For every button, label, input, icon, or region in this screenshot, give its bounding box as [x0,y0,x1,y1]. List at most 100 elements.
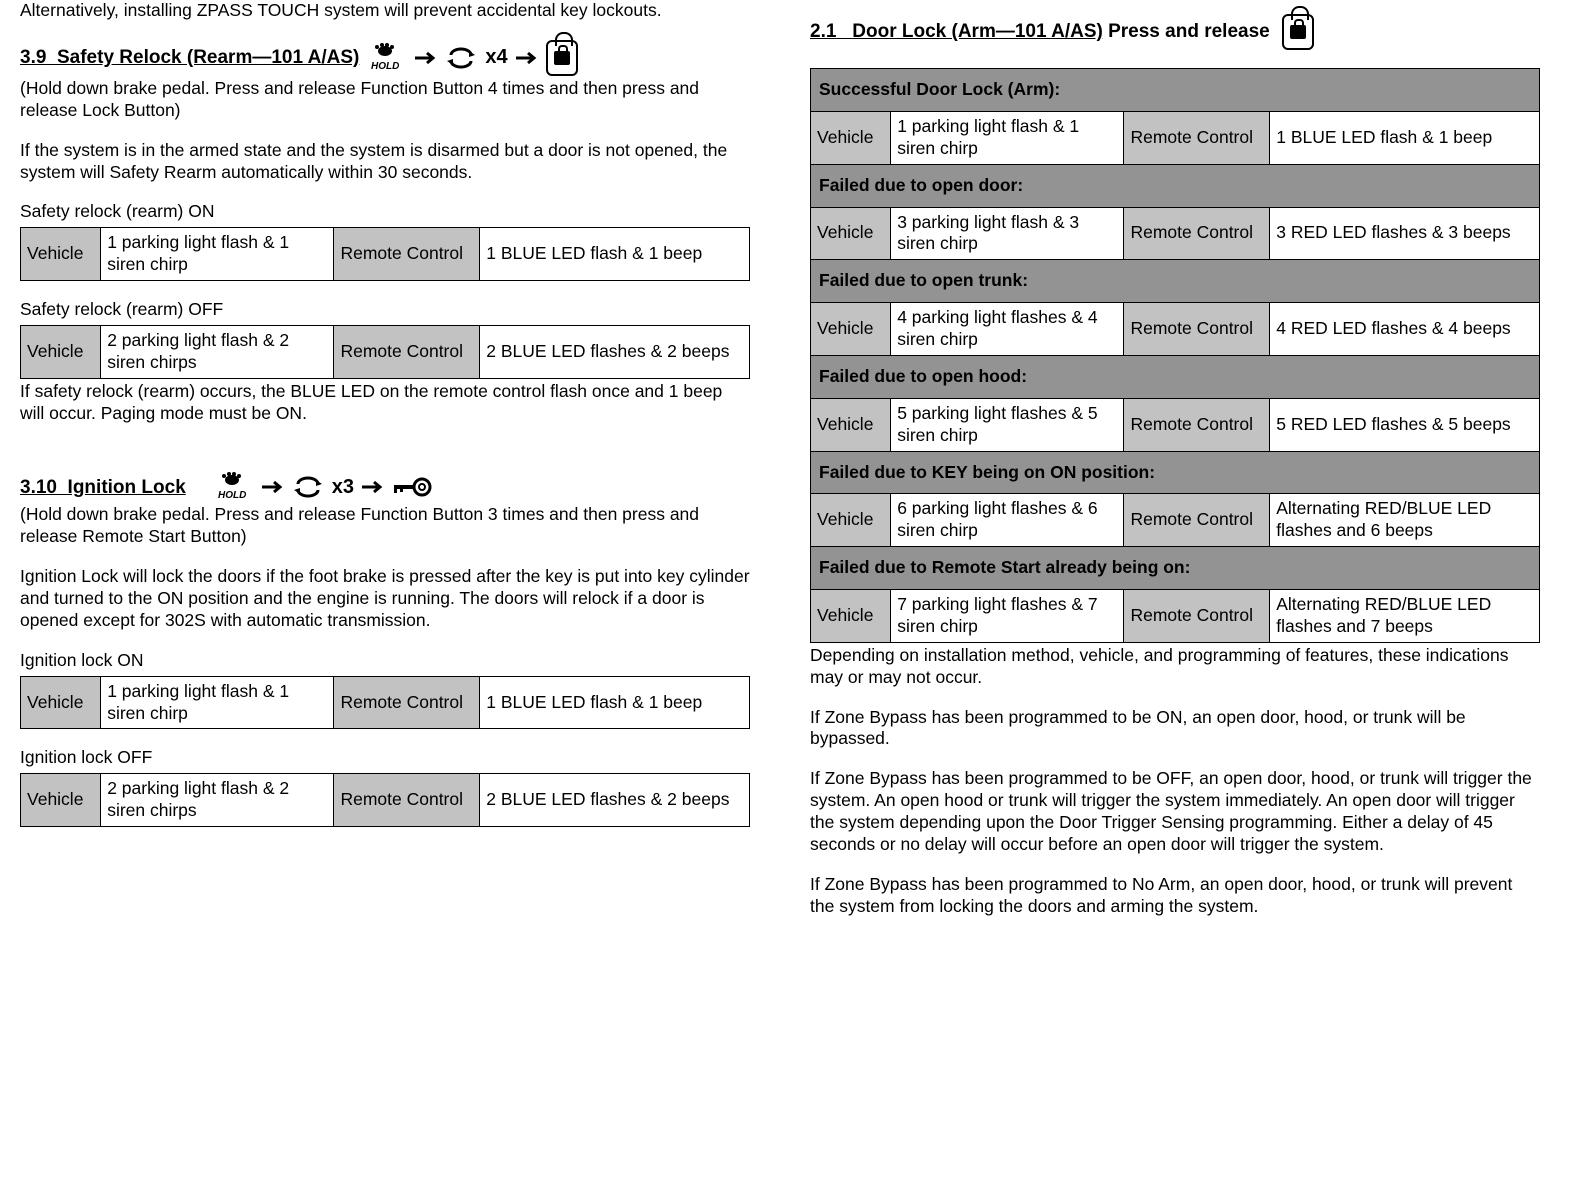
section-3-10-icons: HOLD x3 [218,472,432,502]
section-3-9-note: If safety relock (rearm) occurs, the BLU… [20,381,750,425]
table-row: Failed due to KEY being on ON position: [811,451,1540,494]
table-row: Vehicle 1 parking light flash & 1 siren … [21,228,750,281]
vehicle-label: Vehicle [21,676,101,729]
intro-text: Alternatively, installing ZPASS TOUCH sy… [20,0,750,22]
vehicle-label: Vehicle [811,590,891,643]
remote-desc: Alternating RED/BLUE LED flashes and 6 b… [1270,494,1540,547]
table-row: Vehicle1 parking light flash & 1 siren c… [811,111,1540,164]
svg-text:HOLD: HOLD [218,490,246,501]
para-2: If Zone Bypass has been programmed to be… [810,707,1540,751]
table-row: Vehicle 1 parking light flash & 1 siren … [21,676,750,729]
remote-label: Remote Control [1124,303,1270,356]
section-3-9-title-text: Safety Relock (Rearm—101 A/AS) [57,47,359,68]
section-3-9-icons: HOLD x4 [371,40,577,76]
ignition-on-table: Vehicle 1 parking light flash & 1 siren … [20,676,750,730]
section-3-10-title: 3.10 Ignition Lock [20,476,186,500]
vehicle-label: Vehicle [811,207,891,260]
vehicle-desc: 5 parking light flashes & 5 siren chirp [891,398,1124,451]
vehicle-label: Vehicle [21,774,101,827]
arrow-icon [262,480,284,494]
section-3-9-title: 3.9 Safety Relock (Rearm—101 A/AS) [20,46,359,70]
safety-off-table: Vehicle 2 parking light flash & 2 siren … [20,325,750,379]
table-row: Vehicle4 parking light flashes & 4 siren… [811,303,1540,356]
arrow-icon-2 [362,480,384,494]
vehicle-desc: 4 parking light flashes & 4 siren chirp [891,303,1124,356]
section-header: Failed due to open hood: [811,355,1540,398]
safety-on-table: Vehicle 1 parking light flash & 1 siren … [20,227,750,281]
vehicle-label: Vehicle [811,494,891,547]
page: Alternatively, installing ZPASS TOUCH sy… [20,0,1564,936]
remote-label: Remote Control [1124,494,1270,547]
section-header: Failed due to open trunk: [811,260,1540,303]
vehicle-desc: 1 parking light flash & 1 siren chirp [101,228,334,281]
foot-hold-icon: HOLD [218,472,254,502]
repeat-count: x4 [485,45,507,70]
remote-label: Remote Control [334,676,480,729]
table-row: Vehicle 2 parking light flash & 2 siren … [21,325,750,378]
foot-hold-icon: HOLD [371,43,407,73]
cycle-icon [292,476,324,498]
section-3-10-heading: 3.10 Ignition Lock HOLD x3 [20,472,750,502]
table-row: Failed due to open trunk: [811,260,1540,303]
section-2-1-trail: Press and release [1103,21,1270,42]
vehicle-label: Vehicle [21,228,101,281]
lock-icon [546,40,578,76]
remote-desc: 2 BLUE LED flashes & 2 beeps [480,325,750,378]
vehicle-desc: 2 parking light flash & 2 siren chirps [101,774,334,827]
table-row: Vehicle 2 parking light flash & 2 siren … [21,774,750,827]
table-row: Vehicle5 parking light flashes & 5 siren… [811,398,1540,451]
vehicle-desc: 1 parking light flash & 1 siren chirp [101,676,334,729]
table-row: Failed due to open door: [811,164,1540,207]
section-header: Successful Door Lock (Arm): [811,69,1540,112]
cycle-icon [445,47,477,69]
svg-text:HOLD: HOLD [371,61,399,72]
section-3-9-sub: (Hold down brake pedal. Press and releas… [20,78,750,122]
section-2-1-number: 2.1 [810,21,836,42]
remote-label: Remote Control [1124,398,1270,451]
section-3-10-sub: (Hold down brake pedal. Press and releas… [20,504,750,548]
remote-label: Remote Control [334,228,480,281]
vehicle-desc: 7 parking light flashes & 7 siren chirp [891,590,1124,643]
section-3-9-heading: 3.9 Safety Relock (Rearm—101 A/AS) HOLD [20,40,750,76]
vehicle-label: Vehicle [811,398,891,451]
vehicle-desc: 2 parking light flash & 2 siren chirps [101,325,334,378]
arrow-icon [415,51,437,65]
section-3-10-number: 3.10 [20,477,57,498]
right-column: 2.1 Door Lock (Arm—101 A/AS) Press and r… [810,0,1540,936]
safety-off-label: Safety relock (rearm) OFF [20,299,750,321]
remote-label: Remote Control [1124,207,1270,260]
section-header: Failed due to open door: [811,164,1540,207]
section-2-1-heading: 2.1 Door Lock (Arm—101 A/AS) Press and r… [810,14,1540,50]
door-lock-table: Successful Door Lock (Arm):Vehicle1 park… [810,68,1540,643]
table-row: Vehicle3 parking light flash & 3 siren c… [811,207,1540,260]
remote-label: Remote Control [334,774,480,827]
table-row: Vehicle7 parking light flashes & 7 siren… [811,590,1540,643]
vehicle-label: Vehicle [811,111,891,164]
vehicle-label: Vehicle [811,303,891,356]
remote-desc: 2 BLUE LED flashes & 2 beeps [480,774,750,827]
remote-label: Remote Control [334,325,480,378]
key-icon [392,476,432,498]
section-3-9-desc: If the system is in the armed state and … [20,140,750,184]
lock-icon [1282,14,1314,50]
section-3-10-title-text: Ignition Lock [68,477,186,498]
remote-desc: 1 BLUE LED flash & 1 beep [480,676,750,729]
section-header: Failed due to Remote Start already being… [811,547,1540,590]
section-3-10-desc: Ignition Lock will lock the doors if the… [20,566,750,632]
arrow-icon-2 [516,51,538,65]
ignition-off-table: Vehicle 2 parking light flash & 2 siren … [20,773,750,827]
para-4: If Zone Bypass has been programmed to No… [810,874,1540,918]
vehicle-desc: 3 parking light flash & 3 siren chirp [891,207,1124,260]
remote-desc: 3 RED LED flashes & 3 beeps [1270,207,1540,260]
section-2-1-title-text: Door Lock (Arm—101 A/AS) [852,21,1103,42]
para-1: Depending on installation method, vehicl… [810,645,1540,689]
left-column: Alternatively, installing ZPASS TOUCH sy… [20,0,750,936]
ignition-on-label: Ignition lock ON [20,650,750,672]
vehicle-label: Vehicle [21,325,101,378]
repeat-count: x3 [332,475,354,500]
section-header: Failed due to KEY being on ON position: [811,451,1540,494]
para-3: If Zone Bypass has been programmed to be… [810,768,1540,856]
remote-desc: 4 RED LED flashes & 4 beeps [1270,303,1540,356]
table-row: Failed due to Remote Start already being… [811,547,1540,590]
section-3-9-number: 3.9 [20,47,46,68]
